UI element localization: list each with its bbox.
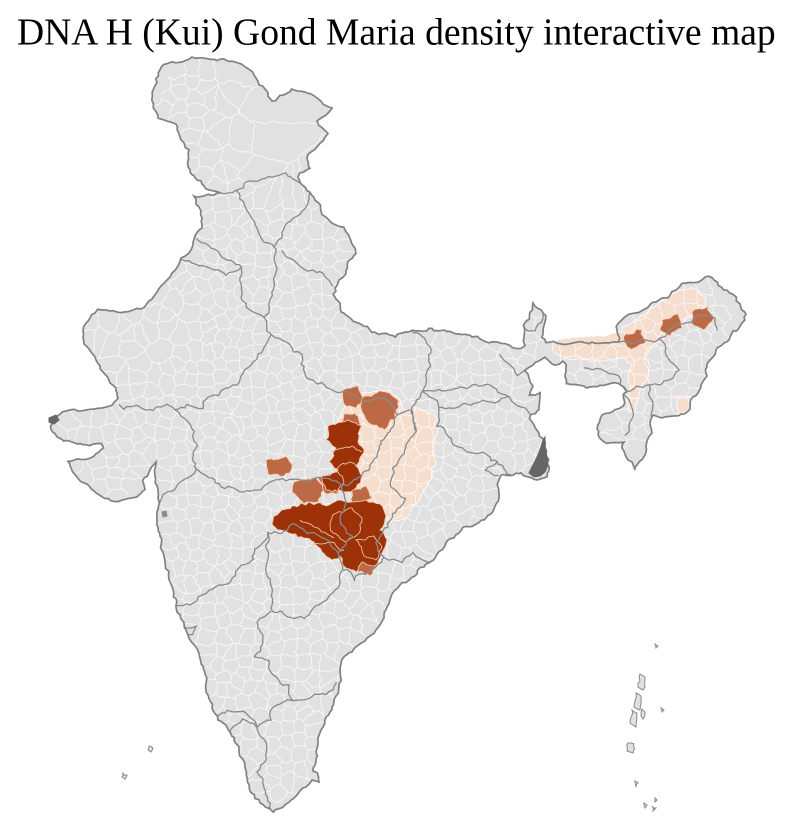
svg-text:DNA H (Kui) Gond Maria density: DNA H (Kui) Gond Maria density interacti… <box>17 13 776 54</box>
